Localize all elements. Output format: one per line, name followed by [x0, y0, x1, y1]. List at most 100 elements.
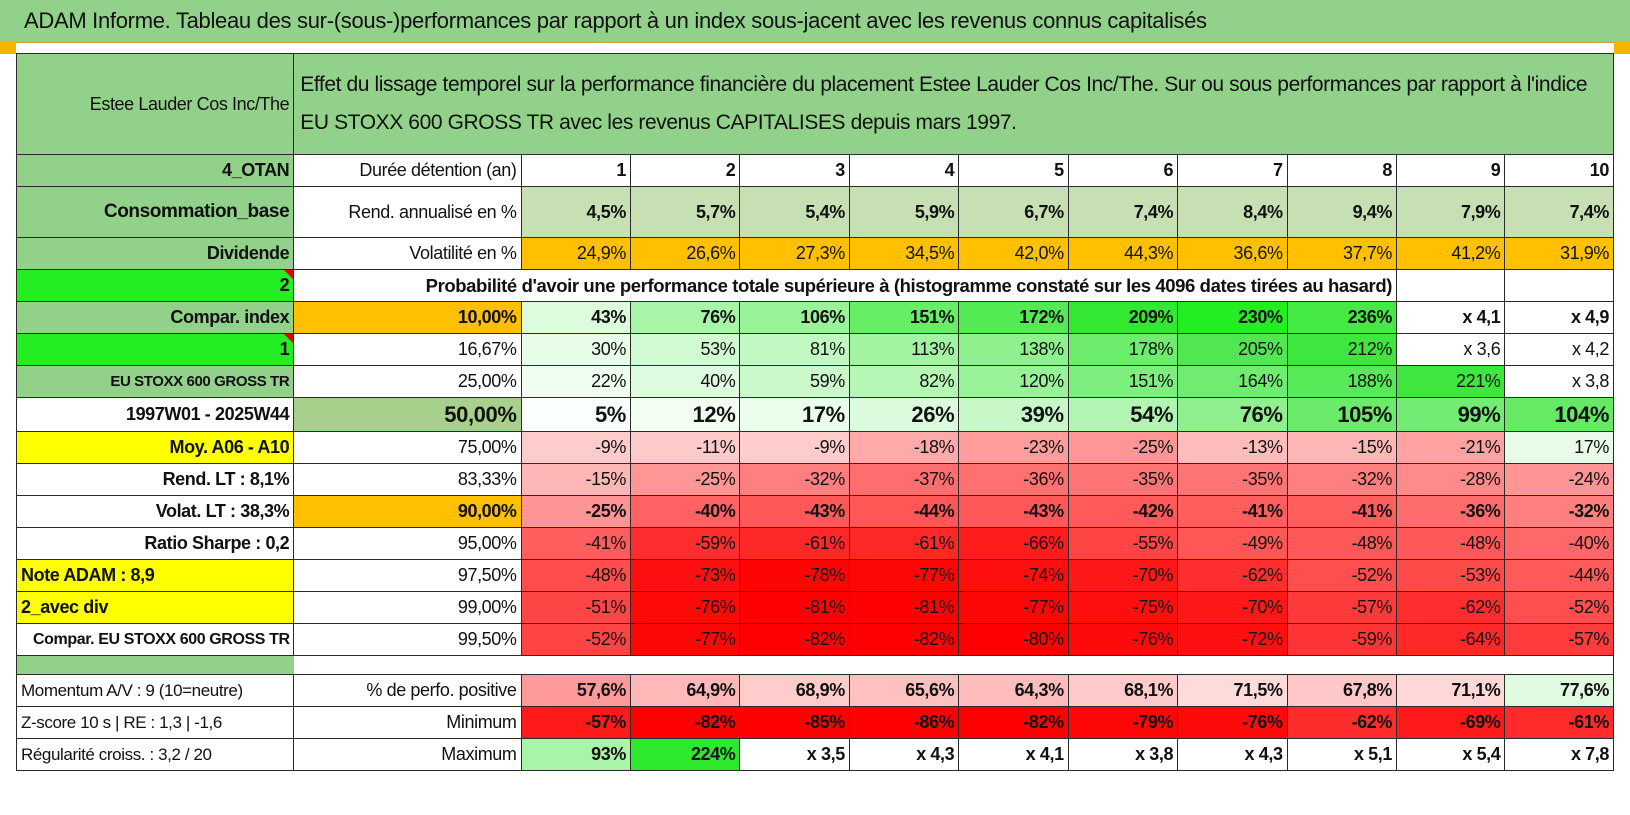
row-label: EU STOXX 600 GROSS TR	[15, 365, 295, 398]
quantile-cell: 212%	[1286, 333, 1398, 366]
quantile-row: 1 16,67% 30% 53% 81% 113% 138% 178% 205% 212% x 3,…	[15, 333, 1614, 366]
summary-cell: 71,5%	[1177, 674, 1288, 707]
quantile-cell: 17%	[739, 397, 850, 432]
quantile-cell: -41%	[520, 527, 631, 560]
rend-label: Rend. annualisé en %	[293, 186, 522, 238]
row-label: Compar. index	[15, 301, 295, 334]
quantile-cell: -82%	[848, 623, 960, 656]
summary-cell: 64,3%	[958, 674, 1069, 707]
summary-label: Momentum A/V : 9 (10=neutre)	[15, 674, 295, 707]
quantile-row: Moy. A06 - A10 75,00% -9% -11% -9% -18% -23% -2…	[15, 431, 1614, 464]
summary-cell: -69%	[1395, 706, 1506, 739]
quantile-cell: x 4,1	[1395, 301, 1506, 334]
rend-cell: 6,7%	[958, 186, 1069, 238]
summary-cell: -86%	[848, 706, 960, 739]
quantile-cell: -62%	[1177, 559, 1288, 592]
quantile-cell: 205%	[1177, 333, 1288, 366]
probability-caption: Probabilité d'avoir une performance tota…	[293, 269, 1397, 302]
row-label: Ratio Sharpe : 0,2	[15, 527, 295, 560]
volat-cell: 42,0%	[958, 237, 1069, 270]
year-header: 1	[520, 154, 631, 187]
summary-row-maximum: Régularité croiss. : 3,2 / 20 Maximum 93% 2…	[15, 738, 1614, 771]
table-description: Effet du lissage temporel sur la perform…	[293, 53, 1614, 155]
rend-row: Consommation_base Rend. annualisé en % 4,5…	[15, 186, 1614, 238]
row-label: 1997W01 - 2025W44	[15, 397, 295, 432]
year-header: 6	[1067, 154, 1179, 187]
volat-cell: 27,3%	[739, 237, 850, 270]
quantile-cell: -15%	[1286, 431, 1398, 464]
quantile-row: Volat. LT : 38,3% 90,00% -25% -40% -43% -44% -…	[15, 495, 1614, 528]
summary-cell: 67,8%	[1286, 674, 1398, 707]
probability-blank-1	[1395, 269, 1506, 302]
summary-metric-label: % de perfo. positive	[293, 674, 522, 707]
row-label: 1	[15, 333, 295, 366]
summary-cell: -85%	[739, 706, 850, 739]
quantile-cell: -70%	[1177, 591, 1288, 624]
row-label: Moy. A06 - A10	[15, 431, 295, 464]
consommation-label: Consommation_base	[15, 186, 295, 238]
quantile-cell: 113%	[848, 333, 960, 366]
quantile-cell: -55%	[1067, 527, 1179, 560]
corner-marker-right	[1614, 42, 1630, 54]
quantile-cell: -57%	[1286, 591, 1398, 624]
quantile-cell: -32%	[1286, 463, 1398, 496]
quantile-pct: 16,67%	[293, 333, 522, 366]
quantile-cell: -77%	[848, 559, 960, 592]
quantile-cell: -24%	[1504, 463, 1614, 496]
quantile-cell: -82%	[739, 623, 850, 656]
quantile-cell: -18%	[848, 431, 960, 464]
quantile-row: Ratio Sharpe : 0,2 95,00% -41% -59% -61% -61%…	[15, 527, 1614, 560]
quantile-pct: 75,00%	[293, 431, 522, 464]
summary-cell: 68,1%	[1067, 674, 1179, 707]
quantile-cell: -41%	[1286, 495, 1398, 528]
summary-cell: 71,1%	[1395, 674, 1506, 707]
year-header: 3	[739, 154, 850, 187]
quantile-cell: -74%	[958, 559, 1069, 592]
rend-cell: 7,9%	[1395, 186, 1506, 238]
summary-row-positive: Momentum A/V : 9 (10=neutre)% de perfo. …	[15, 674, 1614, 707]
quantile-cell: -48%	[520, 559, 631, 592]
spacer-row	[15, 655, 1614, 675]
rend-cell: 9,4%	[1286, 186, 1398, 238]
quantile-cell: -43%	[739, 495, 850, 528]
quantile-cell: 99%	[1395, 397, 1506, 432]
quantile-cell: -9%	[520, 431, 631, 464]
summary-cell: x 3,8	[1067, 738, 1179, 771]
quantile-cell: 54%	[1067, 397, 1179, 432]
quantile-cell: 178%	[1067, 333, 1179, 366]
volat-cell: 37,7%	[1286, 237, 1398, 270]
year-header: 7	[1177, 154, 1288, 187]
summary-cell: -79%	[1067, 706, 1179, 739]
quantile-pct: 95,00%	[293, 527, 522, 560]
quantile-cell: -48%	[1395, 527, 1506, 560]
rend-cell: 8,4%	[1177, 186, 1288, 238]
quantile-cell: 17%	[1504, 431, 1614, 464]
quantile-cell: 188%	[1286, 365, 1398, 398]
company-name: Estee Lauder Cos Inc/The	[15, 53, 295, 155]
otan-label: 4_OTAN	[15, 154, 295, 187]
quantile-cell: 164%	[1177, 365, 1288, 398]
summary-cell: 64,9%	[629, 674, 741, 707]
quantile-row: Rend. LT : 8,1% 83,33% -15% -25% -32% -37% -36…	[15, 463, 1614, 496]
quantile-cell: 76%	[629, 301, 741, 334]
quantile-cell: 30%	[520, 333, 631, 366]
quantile-cell: 26%	[848, 397, 960, 432]
quantile-cell: -72%	[1177, 623, 1288, 656]
quantile-cell: -36%	[958, 463, 1069, 496]
quantile-cell: -61%	[848, 527, 960, 560]
quantile-pct: 10,00%	[293, 301, 522, 334]
quantile-cell: -78%	[739, 559, 850, 592]
row-label: Compar. EU STOXX 600 GROSS TR	[15, 623, 295, 656]
summary-cell: x 5,4	[1395, 738, 1506, 771]
quantile-cell: 53%	[629, 333, 741, 366]
quantile-row: Compar. EU STOXX 600 GROSS TR 99,50% -52% -…	[15, 623, 1614, 656]
volat-cell: 24,9%	[520, 237, 631, 270]
summary-metric-label: Minimum	[293, 706, 522, 739]
summary-cell: x 5,1	[1286, 738, 1398, 771]
quantile-cell: 138%	[958, 333, 1069, 366]
quantile-cell: -81%	[739, 591, 850, 624]
quantile-cell: 106%	[739, 301, 850, 334]
spacer-blank	[293, 655, 1614, 675]
probability-blank-2	[1504, 269, 1614, 302]
quantile-cell: -59%	[1286, 623, 1398, 656]
